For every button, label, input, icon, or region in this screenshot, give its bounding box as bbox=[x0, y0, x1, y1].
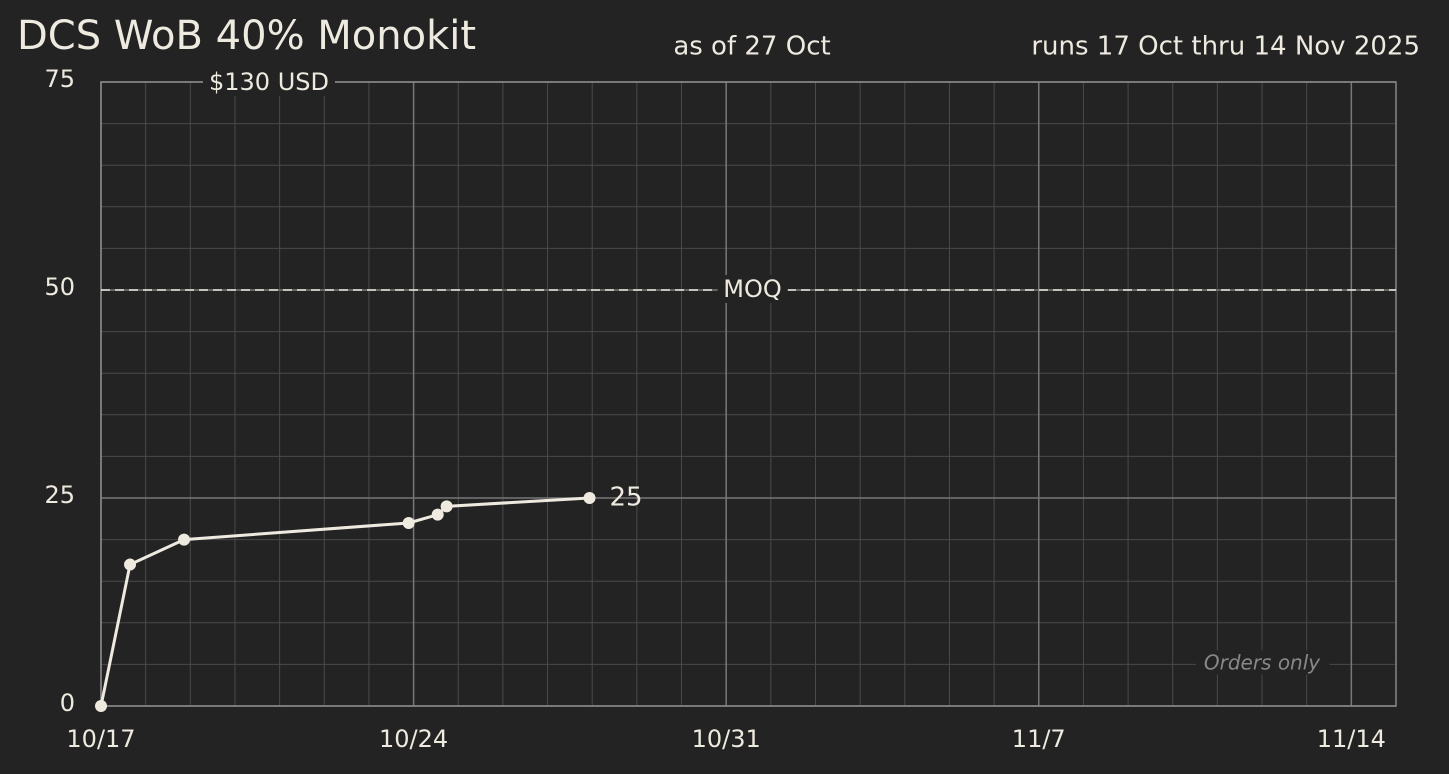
x-tick-label: 10/24 bbox=[379, 725, 448, 753]
x-tick-label: 11/14 bbox=[1317, 725, 1386, 753]
data-point bbox=[95, 700, 107, 712]
value-label: 25 bbox=[610, 483, 643, 513]
data-point bbox=[440, 500, 453, 513]
data-point bbox=[178, 533, 191, 546]
label-bg bbox=[717, 275, 788, 303]
x-tick-label: 10/31 bbox=[692, 725, 761, 753]
x-tick-label: 10/17 bbox=[66, 725, 135, 753]
label-bg bbox=[203, 68, 335, 96]
label-bg bbox=[1195, 650, 1330, 675]
y-tick-label: 25 bbox=[44, 481, 75, 509]
reference-label: MOQ bbox=[723, 275, 782, 303]
data-point bbox=[402, 516, 415, 529]
x-tick-label: 11/7 bbox=[1012, 725, 1066, 753]
data-point bbox=[124, 558, 137, 571]
y-tick-label: 75 bbox=[44, 65, 75, 93]
data-point bbox=[431, 508, 444, 521]
note: Orders only bbox=[1204, 651, 1321, 675]
y-tick-label: 0 bbox=[60, 689, 75, 717]
plot-border bbox=[100, 81, 1397, 707]
grid bbox=[100, 81, 1397, 707]
y-tick-label: 50 bbox=[44, 273, 75, 301]
subtitle: as of 27 Oct bbox=[673, 32, 830, 62]
chart-title: DCS WoB 40% Monokit bbox=[17, 13, 476, 59]
marks bbox=[95, 492, 596, 712]
data-point bbox=[583, 492, 596, 504]
run-dates: runs 17 Oct thru 14 Nov 2025 bbox=[1031, 32, 1420, 62]
price-label: $130 USD bbox=[209, 68, 329, 96]
